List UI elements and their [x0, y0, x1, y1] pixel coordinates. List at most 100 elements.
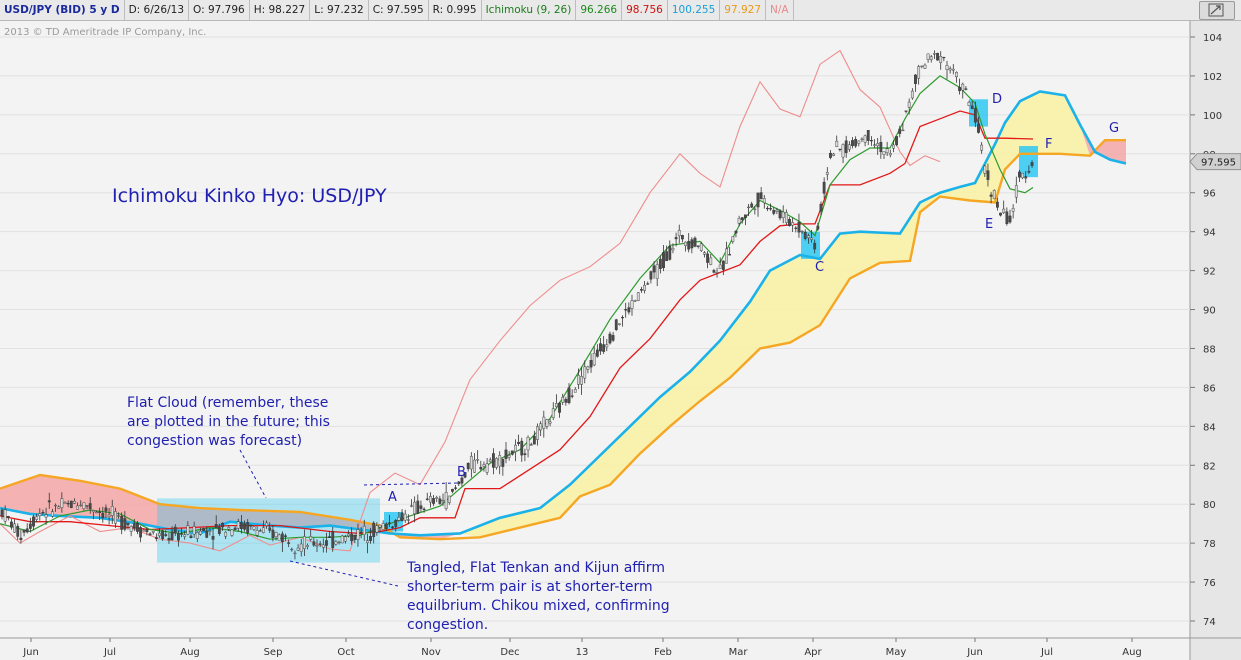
candle-body	[807, 235, 810, 238]
candle	[646, 281, 650, 285]
candle-body	[444, 491, 448, 509]
candle	[117, 512, 120, 519]
candle-body	[942, 56, 946, 59]
candle	[690, 237, 694, 254]
candle-body	[517, 441, 521, 444]
candle	[715, 267, 719, 278]
chart-resize-button[interactable]	[1199, 1, 1235, 20]
candle-body	[671, 248, 675, 251]
candle-body	[851, 140, 854, 146]
candle-body	[860, 138, 864, 140]
candle	[186, 521, 190, 536]
candle	[287, 539, 291, 548]
candle-body	[16, 525, 20, 537]
candle-body	[592, 352, 596, 366]
candle-body	[22, 529, 26, 533]
candle	[583, 360, 587, 384]
kijun-sen-line	[0, 110, 1034, 535]
ichimoku-study-label[interactable]: Ichimoku (9, 26)	[482, 0, 577, 20]
candle-body	[268, 527, 272, 531]
candle	[451, 488, 454, 494]
last-price-badge	[1189, 153, 1241, 171]
candle	[362, 519, 366, 541]
candle-body	[1008, 215, 1012, 223]
candle	[759, 187, 763, 200]
candle	[655, 260, 659, 287]
flat-cloud-note-line: congestion was forecast)	[127, 433, 302, 449]
candle-body	[882, 151, 886, 155]
candle-body	[158, 532, 161, 536]
candle	[901, 122, 905, 132]
candle-body	[233, 527, 237, 531]
candle-body	[290, 548, 294, 551]
candle	[920, 65, 924, 69]
candle-body	[416, 500, 420, 514]
y-tick-label: 80	[1203, 500, 1216, 511]
candle-body	[202, 528, 205, 532]
candle	[608, 331, 612, 345]
candle-body	[1018, 171, 1021, 178]
candle	[328, 530, 331, 539]
candle	[923, 63, 927, 70]
candle-body	[167, 537, 171, 541]
candle-body	[986, 170, 990, 180]
symbol-label[interactable]: USD/JPY (BID) 5 y D	[0, 0, 125, 20]
candle	[394, 519, 398, 532]
annotation-label-d: D	[992, 92, 1002, 107]
candle-body	[76, 505, 80, 510]
candle	[444, 482, 448, 511]
candle-body	[523, 453, 527, 455]
candle	[425, 492, 429, 501]
candle-body	[794, 227, 798, 229]
candle-body	[246, 522, 250, 534]
candle-body	[898, 128, 902, 134]
candle-body	[510, 450, 514, 455]
candle	[91, 509, 95, 520]
price-chart[interactable]: A B C D E F G Flat Cloud (remember, these are pl…	[0, 21, 1241, 660]
candle-body	[721, 260, 725, 270]
candle-body	[318, 543, 322, 545]
y-tick-label: 104	[1203, 33, 1222, 44]
candlesticks	[0, 50, 1034, 560]
candle-body	[186, 525, 190, 535]
candle	[504, 442, 508, 464]
candle-body	[419, 505, 423, 509]
candle	[151, 531, 155, 535]
y-axis-panel[interactable]	[1190, 21, 1241, 660]
candle	[618, 323, 621, 326]
candle	[611, 332, 615, 342]
candle-body	[977, 123, 980, 133]
candle-body	[73, 501, 76, 504]
candle	[847, 141, 851, 152]
candle	[674, 232, 678, 247]
candle	[548, 418, 552, 427]
candle-body	[126, 522, 130, 526]
candle	[1018, 169, 1021, 183]
candle-body	[485, 463, 489, 473]
candle-body	[403, 513, 407, 521]
annotation-label-b: B	[457, 465, 466, 480]
candle	[725, 241, 728, 264]
candle	[384, 522, 388, 531]
candle-body	[309, 536, 313, 540]
candle	[189, 533, 193, 539]
candle	[312, 537, 316, 547]
candle-body	[567, 387, 571, 404]
candle	[718, 257, 722, 269]
candle-body	[545, 419, 549, 427]
candle-body	[964, 88, 968, 90]
candle-body	[706, 253, 710, 263]
candle	[132, 518, 136, 532]
candle-body	[28, 523, 32, 529]
candle-body	[983, 165, 987, 174]
annotation-label-c: C	[815, 260, 824, 275]
cloud-bullish-segment	[460, 91, 1090, 538]
candle-body	[66, 503, 70, 505]
candle-body	[753, 208, 757, 210]
candle-body	[914, 74, 917, 84]
candle-body	[863, 135, 867, 143]
candle-body	[51, 511, 54, 517]
candle-body	[926, 53, 930, 60]
candle	[721, 260, 725, 276]
candle-body	[857, 140, 861, 144]
